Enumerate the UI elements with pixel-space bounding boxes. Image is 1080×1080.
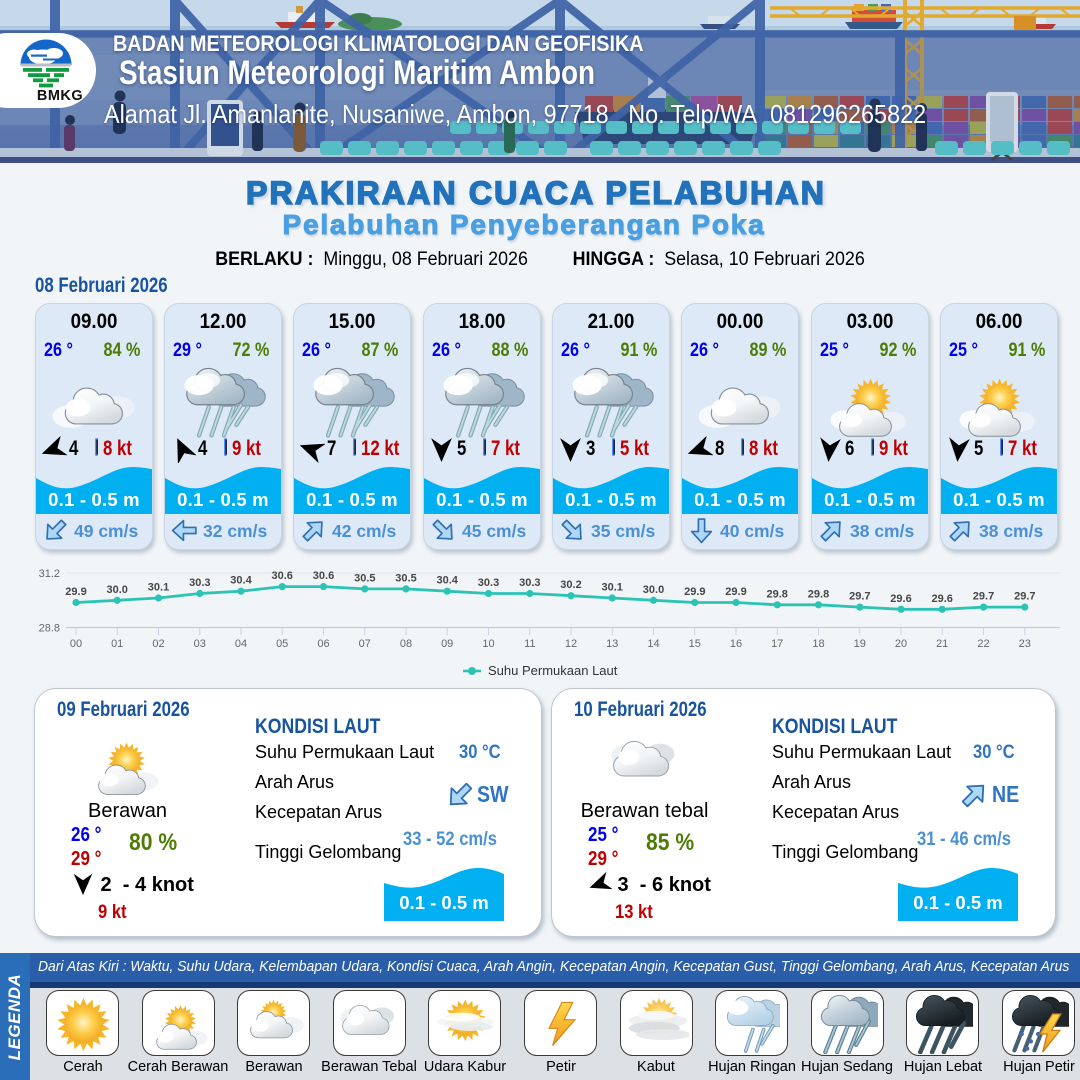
svg-text:30.3: 30.3 xyxy=(189,577,210,589)
svg-text:22: 22 xyxy=(977,638,989,650)
svg-text:30.1: 30.1 xyxy=(148,582,169,594)
svg-text:15: 15 xyxy=(689,638,701,650)
svg-text:30.6: 30.6 xyxy=(271,570,292,582)
svg-text:19: 19 xyxy=(854,638,866,650)
svg-text:02: 02 xyxy=(152,638,164,650)
svg-text:29.6: 29.6 xyxy=(890,593,911,605)
svg-text:06: 06 xyxy=(317,638,329,650)
svg-text:30.5: 30.5 xyxy=(354,572,375,584)
svg-text:30.1: 30.1 xyxy=(601,582,622,594)
svg-text:14: 14 xyxy=(647,638,659,650)
svg-text:23: 23 xyxy=(1019,638,1031,650)
svg-text:30.3: 30.3 xyxy=(478,577,499,589)
svg-text:30.5: 30.5 xyxy=(395,572,416,584)
svg-text:09: 09 xyxy=(441,638,453,650)
svg-text:01: 01 xyxy=(111,638,123,650)
svg-text:08: 08 xyxy=(400,638,412,650)
svg-text:20: 20 xyxy=(895,638,907,650)
svg-text:11: 11 xyxy=(524,638,535,650)
svg-text:13: 13 xyxy=(606,638,618,650)
svg-text:29.7: 29.7 xyxy=(1014,591,1035,603)
svg-text:30.3: 30.3 xyxy=(519,577,540,589)
svg-text:05: 05 xyxy=(276,638,288,650)
svg-text:16: 16 xyxy=(730,638,742,650)
svg-text:29.9: 29.9 xyxy=(65,586,86,598)
svg-text:29.8: 29.8 xyxy=(808,588,829,600)
svg-text:29.9: 29.9 xyxy=(684,586,705,598)
svg-text:30.0: 30.0 xyxy=(643,584,664,596)
svg-text:07: 07 xyxy=(359,638,371,650)
svg-text:18: 18 xyxy=(812,638,824,650)
svg-text:17: 17 xyxy=(771,638,783,650)
svg-text:29.8: 29.8 xyxy=(766,588,787,600)
svg-text:04: 04 xyxy=(235,638,247,650)
svg-text:28.8: 28.8 xyxy=(39,623,60,635)
svg-text:Suhu Permukaan Laut: Suhu Permukaan Laut xyxy=(488,663,618,678)
svg-text:29.6: 29.6 xyxy=(931,593,952,605)
svg-text:03: 03 xyxy=(194,638,206,650)
svg-text:30.2: 30.2 xyxy=(560,579,581,591)
svg-text:10: 10 xyxy=(482,638,494,650)
svg-text:12: 12 xyxy=(565,638,577,650)
svg-text:30.4: 30.4 xyxy=(436,575,458,587)
svg-text:30.6: 30.6 xyxy=(313,570,334,582)
svg-text:31.2: 31.2 xyxy=(39,568,60,580)
svg-text:29.7: 29.7 xyxy=(849,591,870,603)
svg-text:21: 21 xyxy=(936,638,948,650)
svg-text:30.0: 30.0 xyxy=(106,584,127,596)
svg-text:29.9: 29.9 xyxy=(725,586,746,598)
svg-text:29.7: 29.7 xyxy=(973,591,994,603)
svg-text:00: 00 xyxy=(70,638,82,650)
svg-text:30.4: 30.4 xyxy=(230,575,252,587)
